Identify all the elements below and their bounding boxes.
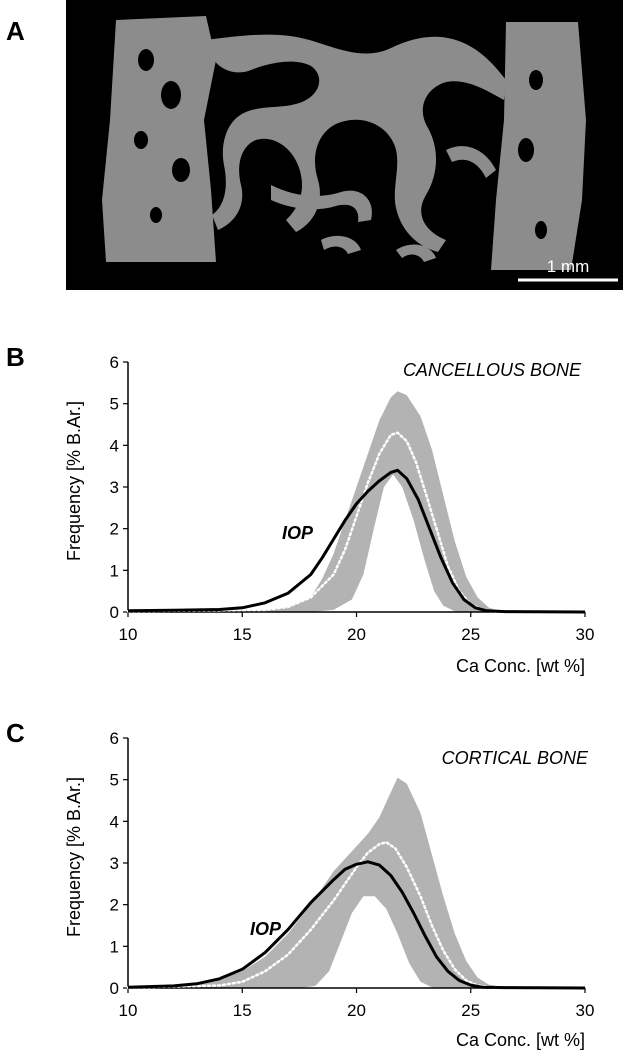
trabeculae-4 [446,146,496,178]
trabeculae-2 [271,185,372,222]
series-label: IOP [282,523,314,543]
plot-area: 0 1 2 3 4 5 6 10 15 20 25 30 [110,729,595,1020]
y-tick-label: 3 [110,478,119,497]
x-tick-label: 10 [119,625,138,644]
x-axis-label: Ca Conc. [wt %] [456,656,585,676]
y-tick-label: 2 [110,520,119,539]
panel-b-label: B [6,342,25,372]
x-tick-label: 25 [461,1001,480,1020]
cortical-bone-chart: Frequency [% B.Ar.] Ca Conc. [wt %] CORT… [64,729,595,1050]
panel-a-label: A [6,16,25,46]
y-tick-label: 0 [110,603,119,622]
y-tick-label: 0 [110,979,119,998]
cortical-pores [134,49,547,239]
y-tick-label: 5 [110,771,119,790]
chart-annotation: CORTICAL BONE [442,748,589,768]
panel-c-label: C [6,718,25,748]
bone-micrograph: 1 mm [66,0,623,290]
scale-bar-label: 1 mm [547,257,590,276]
y-tick-label: 6 [110,353,119,372]
right-cortex [491,22,586,270]
reference-mean-line [126,840,518,990]
y-tick-label: 1 [110,561,119,580]
y-tick-label: 4 [110,436,119,455]
series-label: IOP [250,919,282,939]
x-axis-label: Ca Conc. [wt %] [456,1030,585,1050]
range-band [128,777,585,988]
y-tick-label: 2 [110,896,119,915]
x-tick-label: 20 [347,1001,366,1020]
y-tick-label: 1 [110,937,119,956]
x-tick-label: 20 [347,625,366,644]
iop-line [127,468,586,614]
y-axis-label: Frequency [% B.Ar.] [64,777,84,937]
y-tick-label: 4 [110,812,119,831]
x-tick-label: 15 [233,625,252,644]
iop-line [127,860,586,990]
trabeculae-5 [321,235,361,254]
bone-section [102,16,586,270]
y-tick-label: 3 [110,854,119,873]
x-tick-label: 25 [461,625,480,644]
x-tick-label: 30 [576,625,595,644]
x-tick-label: 10 [119,1001,138,1020]
y-tick-label: 5 [110,395,119,414]
x-tick-label: 15 [233,1001,252,1020]
trabeculae-3 [354,90,401,134]
trabeculae [206,34,506,252]
chart-annotation: CANCELLOUS BONE [403,360,582,380]
left-cortex [102,16,216,262]
cancellous-bone-chart: Frequency [% B.Ar.] Ca Conc. [wt %] CANC… [64,353,595,676]
x-tick-label: 30 [576,1001,595,1020]
y-axis-label: Frequency [% B.Ar.] [64,401,84,561]
plot-area: 0 1 2 3 4 5 6 10 15 20 25 30 [110,353,595,644]
trabeculae-6 [396,244,436,262]
y-tick-label: 6 [110,729,119,748]
